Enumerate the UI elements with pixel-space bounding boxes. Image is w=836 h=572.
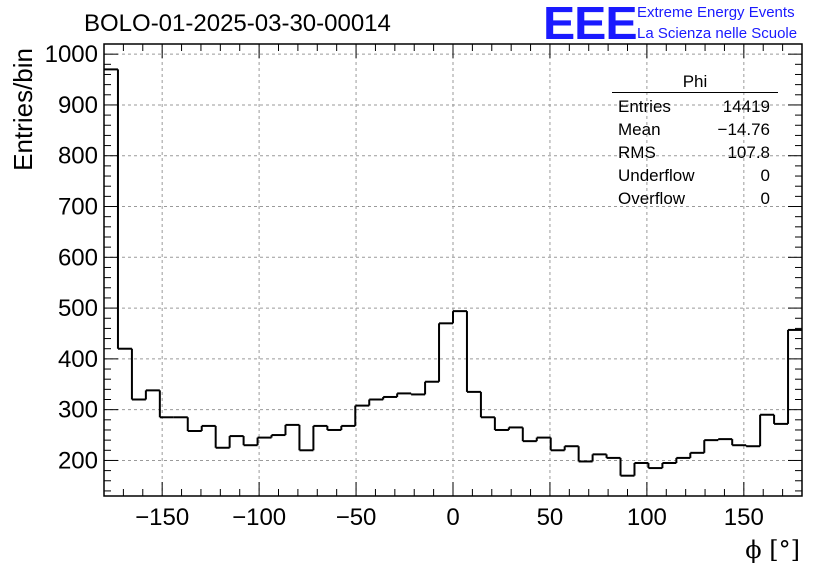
x-tick-label: −50 xyxy=(336,504,377,531)
stats-label: Underflow xyxy=(618,166,695,185)
stats-row-overflow: Overflow 0 xyxy=(612,187,778,210)
y-tick-label: 200 xyxy=(58,447,98,474)
y-tick-label: 300 xyxy=(58,397,98,424)
eee-logo: EEE xyxy=(543,0,638,49)
grid-lines xyxy=(104,44,802,496)
stats-value: −14.76 xyxy=(717,120,770,139)
stats-row-rms: RMS 107.8 xyxy=(612,141,778,164)
stats-label: Overflow xyxy=(618,189,686,208)
y-axis-label: Entries/bin xyxy=(8,48,38,171)
y-tick-label: 700 xyxy=(58,194,98,221)
stats-title: Phi xyxy=(682,72,708,91)
x-tick-label: 100 xyxy=(627,504,667,531)
stats-row-underflow: Underflow 0 xyxy=(612,164,778,187)
x-tick-label: −100 xyxy=(232,504,286,531)
axis-ticks xyxy=(103,43,803,496)
y-tick-label: 400 xyxy=(58,346,98,373)
x-tick-label: 150 xyxy=(724,504,764,531)
x-tick-label: −150 xyxy=(135,504,189,531)
y-tick-label: 800 xyxy=(58,143,98,170)
x-tick-label: 50 xyxy=(537,504,564,531)
y-tick-label: 1000 xyxy=(45,41,98,68)
stats-value: 0 xyxy=(760,189,770,208)
stats-value: 107.8 xyxy=(727,143,770,162)
x-axis-label: ϕ [°] xyxy=(745,536,800,564)
stats-box: Phi Entries 14419 Mean −14.76 RMS 107.8 … xyxy=(612,72,778,210)
stats-label: Entries xyxy=(618,97,671,116)
stats-row-entries: Entries 14419 xyxy=(612,95,778,118)
stats-label: RMS xyxy=(618,143,656,162)
stats-divider xyxy=(612,92,778,93)
stats-value: 14419 xyxy=(722,97,770,116)
y-tick-label: 900 xyxy=(58,92,98,119)
logo-text-line-2: La Scienza nelle Scuole xyxy=(637,25,798,42)
y-tick-label: 500 xyxy=(58,295,98,322)
x-tick-label: 0 xyxy=(446,504,459,531)
tick-labels: −150 −100 −50 0 50 100 150 200 300 400 500 600 700 80… xyxy=(45,41,764,531)
chart-title: BOLO-01-2025-03-30-00014 xyxy=(84,10,391,37)
stats-value: 0 xyxy=(760,166,770,185)
stats-label: Mean xyxy=(618,120,661,139)
y-tick-label: 600 xyxy=(58,244,98,271)
stats-row-mean: Mean −14.76 xyxy=(612,118,778,141)
logo-text-line-1: Extreme Energy Events xyxy=(637,4,795,21)
histogram-series xyxy=(104,68,802,477)
